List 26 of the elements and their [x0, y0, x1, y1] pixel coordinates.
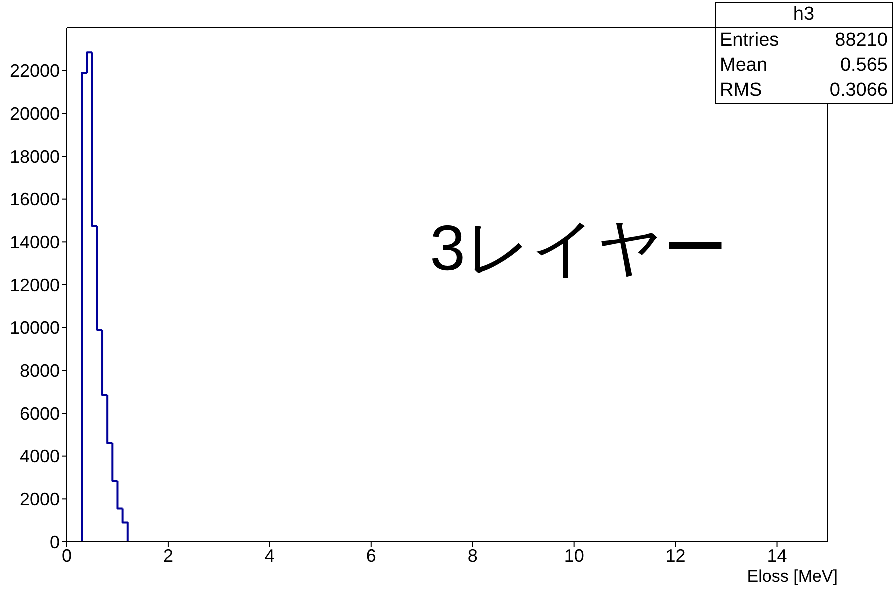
y-tick-label: 20000	[10, 104, 60, 124]
y-tick-label: 14000	[10, 232, 60, 253]
y-tick-label: 18000	[10, 146, 60, 167]
text: Mean 0.565	[720, 55, 888, 76]
y-tick-label: 6000	[20, 404, 60, 424]
text: h3	[716, 3, 892, 28]
y-tick-label: 22000	[10, 61, 60, 82]
x-tick-label: 10	[564, 546, 584, 566]
x-axis-title: Eloss [MeV]	[747, 567, 838, 586]
x-tick-label: 4	[264, 546, 275, 566]
y-tick-label: 0	[50, 532, 60, 552]
text: RMS 0.3066	[720, 80, 888, 101]
x-tick-label: 12	[666, 546, 686, 566]
y-tick-label: 16000	[10, 190, 60, 210]
x-tick-label: 8	[468, 546, 478, 566]
y-tick-label: 8000	[20, 361, 60, 382]
x-tick-label: 6	[366, 546, 376, 566]
text: Entries 88210	[720, 30, 888, 51]
x-tick-label: 0	[62, 546, 72, 566]
x-tick-label: 2	[163, 546, 174, 566]
y-tick-label: 10000	[10, 318, 60, 338]
x-tick-label: 14	[767, 546, 788, 566]
annotation: 3レイヤー	[430, 211, 728, 286]
y-tick-label: 2000	[20, 490, 60, 510]
y-tick-label: 4000	[20, 446, 60, 467]
y-tick-label: 12000	[10, 275, 60, 296]
